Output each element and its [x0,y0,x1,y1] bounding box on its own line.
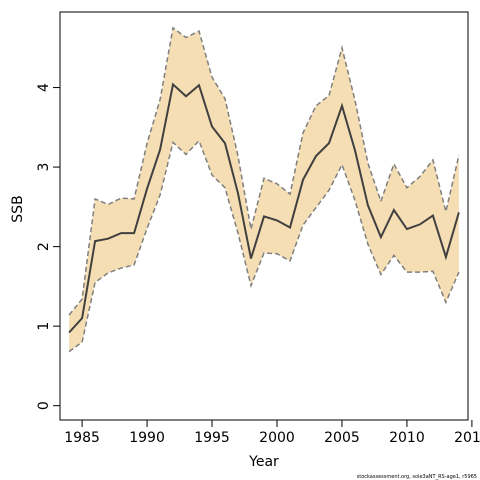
x-axis: 1985 1990 1995 2000 2005 2010 2015 [64,420,480,446]
estimate-line [68,82,460,334]
x-tick-label: 1995 [194,430,230,446]
x-axis-title: Year [248,454,279,470]
y-tick-label: 2 [36,242,52,251]
y-tick-label: 3 [36,163,52,172]
upper-bound-line [68,26,460,316]
confidence-band [69,27,459,352]
x-tick-label: 1985 [64,430,100,446]
x-tick-label: 2000 [259,430,295,446]
lower-bound-line [68,139,460,353]
x-tick-label: 2010 [389,430,425,446]
y-axis-title: SSB [10,195,26,222]
x-tick-label: 2015 [454,430,480,446]
x-tick-label: 2005 [324,430,360,446]
y-tick-label: 0 [36,401,52,410]
y-tick-label: 4 [36,83,52,92]
plot-frame [59,11,469,421]
y-tick-label: 1 [36,322,52,331]
footnote: stockassessment.org, sole3aNT_RS-age1, r… [357,474,477,480]
x-tick-label: 1990 [129,430,165,446]
y-axis: 0 1 2 3 4 [36,83,60,410]
